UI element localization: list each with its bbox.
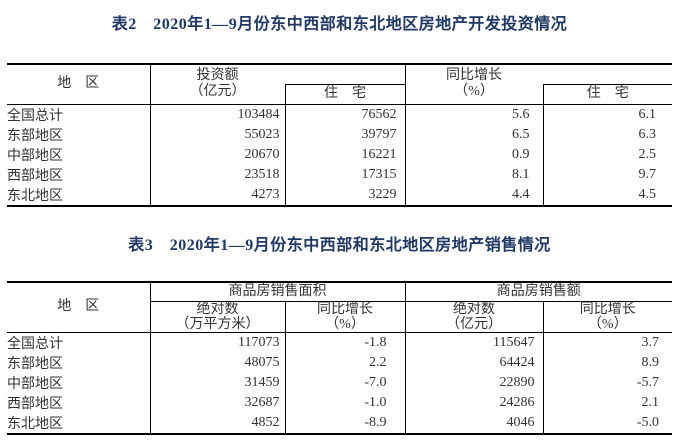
abs-label: 绝对数 bbox=[196, 302, 239, 317]
area-unit: （万平方米） bbox=[175, 317, 260, 332]
investment-cell: 103484 bbox=[149, 104, 285, 125]
table3-row-national: 全国总计 117073 -1.8 115647 3.7 bbox=[7, 332, 672, 353]
investment-cell: 23518 bbox=[149, 164, 285, 185]
area-cell: 48075 bbox=[149, 353, 285, 373]
table2-title: 表2 2020年1—9月份东中西部和东北地区房地产开发投资情况 bbox=[111, 16, 568, 33]
area-cell: 31459 bbox=[149, 373, 285, 393]
table3-header-sales-growth: 同比增长 （%） bbox=[542, 301, 672, 333]
area-growth-cell: -7.0 bbox=[284, 373, 405, 393]
table2-row-national: 全国总计 103484 76562 5.6 6.1 bbox=[7, 104, 672, 125]
region-cell: 西部地区 bbox=[7, 397, 63, 412]
sales-growth-cell: -5.7 bbox=[542, 373, 672, 393]
table3-row-central: 中部地区 31459 -7.0 22890 -5.7 bbox=[7, 373, 672, 393]
growth-cell: 5.6 bbox=[404, 104, 543, 125]
residential-cell: 39797 bbox=[284, 124, 405, 145]
table3-header-area-growth: 同比增长 （%） bbox=[284, 301, 405, 333]
table2-row-central: 中部地区 20670 16221 0.9 2.5 bbox=[7, 144, 672, 165]
growth-cell: 4.4 bbox=[404, 184, 543, 206]
region-cell: 全国总计 bbox=[7, 337, 63, 352]
table2-header-investment: 投资额 （亿元） bbox=[149, 64, 285, 105]
region-cell: 中部地区 bbox=[7, 377, 63, 392]
table3-row-east: 东部地区 48075 2.2 64424 8.9 bbox=[7, 353, 672, 373]
table3-title: 表3 2020年1—9月份东中西部和东北地区房地产销售情况 bbox=[128, 236, 551, 254]
table3-sales: 地 区 商品房销售面积 商品房销售额 绝对数 （万平方米） 同比增长 （%） 绝对数… bbox=[7, 280, 672, 435]
growth-label: 同比增长 bbox=[446, 68, 502, 84]
sales-cell: 24286 bbox=[404, 393, 543, 413]
growth-unit: （%） bbox=[454, 84, 494, 100]
investment-unit: （亿元） bbox=[189, 84, 246, 100]
growth-cell: 6.5 bbox=[404, 124, 543, 145]
area-growth-cell: -1.8 bbox=[284, 332, 405, 353]
region-cell: 西部地区 bbox=[7, 168, 63, 184]
residential-cell: 17315 bbox=[284, 164, 405, 185]
region-cell: 东部地区 bbox=[7, 128, 63, 144]
table3-header-group-area: 商品房销售面积 bbox=[149, 281, 405, 302]
table3-header-region: 地 区 bbox=[7, 281, 150, 333]
residential-growth-cell: 2.5 bbox=[542, 144, 672, 165]
growth-label: 同比增长 bbox=[317, 302, 373, 317]
investment-cell: 20670 bbox=[149, 144, 285, 165]
table2-row-northeast: 东北地区 4273 3229 4.4 4.5 bbox=[7, 184, 672, 206]
report-page: 表2 2020年1—9月份东中西部和东北地区房地产开发投资情况 地 区 投资额（… bbox=[0, 15, 679, 435]
sales-growth-cell: -5.0 bbox=[542, 413, 672, 434]
sales-growth-cell: 2.1 bbox=[542, 393, 672, 413]
table3-header-area-abs: 绝对数 （万平方米） bbox=[149, 301, 285, 333]
area-cell: 117073 bbox=[149, 332, 285, 353]
residential-growth-cell: 9.7 bbox=[542, 164, 672, 185]
residential-growth-cell: 4.5 bbox=[542, 184, 672, 206]
sales-cell: 4046 bbox=[404, 413, 543, 434]
residential-cell: 76562 bbox=[284, 104, 405, 125]
growth-unit: （%） bbox=[325, 317, 365, 332]
sales-cell: 22890 bbox=[404, 373, 543, 393]
table2-header-spacer-right bbox=[543, 64, 672, 84]
investment-cell: 4273 bbox=[149, 184, 285, 206]
table3-row-west: 西部地区 32687 -1.0 24286 2.1 bbox=[7, 393, 672, 413]
table2-header-spacer-left bbox=[285, 64, 405, 84]
region-cell: 东部地区 bbox=[7, 357, 63, 372]
area-growth-cell: -8.9 bbox=[284, 413, 405, 434]
table2-row-west: 西部地区 23518 17315 8.1 9.7 bbox=[7, 164, 672, 185]
residential-growth-cell: 6.1 bbox=[542, 104, 672, 125]
region-cell: 全国总计 bbox=[7, 108, 63, 124]
area-growth-cell: -1.0 bbox=[284, 393, 405, 413]
table3-row-northeast: 东北地区 4852 -8.9 4046 -5.0 bbox=[7, 413, 672, 434]
region-cell: 东北地区 bbox=[7, 188, 63, 204]
table2-header-residential-growth: 住 宅 bbox=[542, 83, 672, 105]
growth-cell: 0.9 bbox=[404, 144, 543, 165]
investment-cell: 55023 bbox=[149, 124, 285, 145]
sales-cell: 115647 bbox=[404, 332, 543, 353]
sales-growth-cell: 3.7 bbox=[542, 332, 672, 353]
table2-header-growth: 同比增长 （%） bbox=[404, 64, 543, 105]
area-cell: 4852 bbox=[149, 413, 285, 434]
table3-header-sales-abs: 绝对数 （亿元） bbox=[404, 301, 543, 333]
residential-cell: 16221 bbox=[284, 144, 405, 165]
area-growth-cell: 2.2 bbox=[284, 353, 405, 373]
table2-header-residential-abs: 住 宅 bbox=[284, 83, 405, 105]
growth-unit: （%） bbox=[587, 317, 628, 332]
area-cell: 32687 bbox=[149, 393, 285, 413]
region-cell: 东北地区 bbox=[7, 417, 63, 432]
region-cell: 中部地区 bbox=[7, 148, 63, 164]
residential-cell: 3229 bbox=[284, 184, 405, 206]
investment-label: 投资额 bbox=[196, 68, 239, 84]
table3-header-group-sales: 商品房销售额 bbox=[404, 281, 672, 302]
growth-cell: 8.1 bbox=[404, 164, 543, 185]
abs-label: 绝对数 bbox=[453, 302, 495, 317]
residential-growth-cell: 6.3 bbox=[542, 124, 672, 145]
table2-investment: 地 区 投资额 （亿元） 同比增长 （%） 住 宅 住 宅 全国总计 103484 … bbox=[7, 63, 672, 207]
sales-growth-cell: 8.9 bbox=[542, 353, 672, 373]
table2-header-region: 地 区 bbox=[7, 64, 150, 105]
sales-unit: （亿元） bbox=[446, 317, 502, 332]
sales-cell: 64424 bbox=[404, 353, 543, 373]
growth-label: 同比增长 bbox=[579, 302, 636, 317]
table2-row-east: 东部地区 55023 39797 6.5 6.3 bbox=[7, 124, 672, 145]
